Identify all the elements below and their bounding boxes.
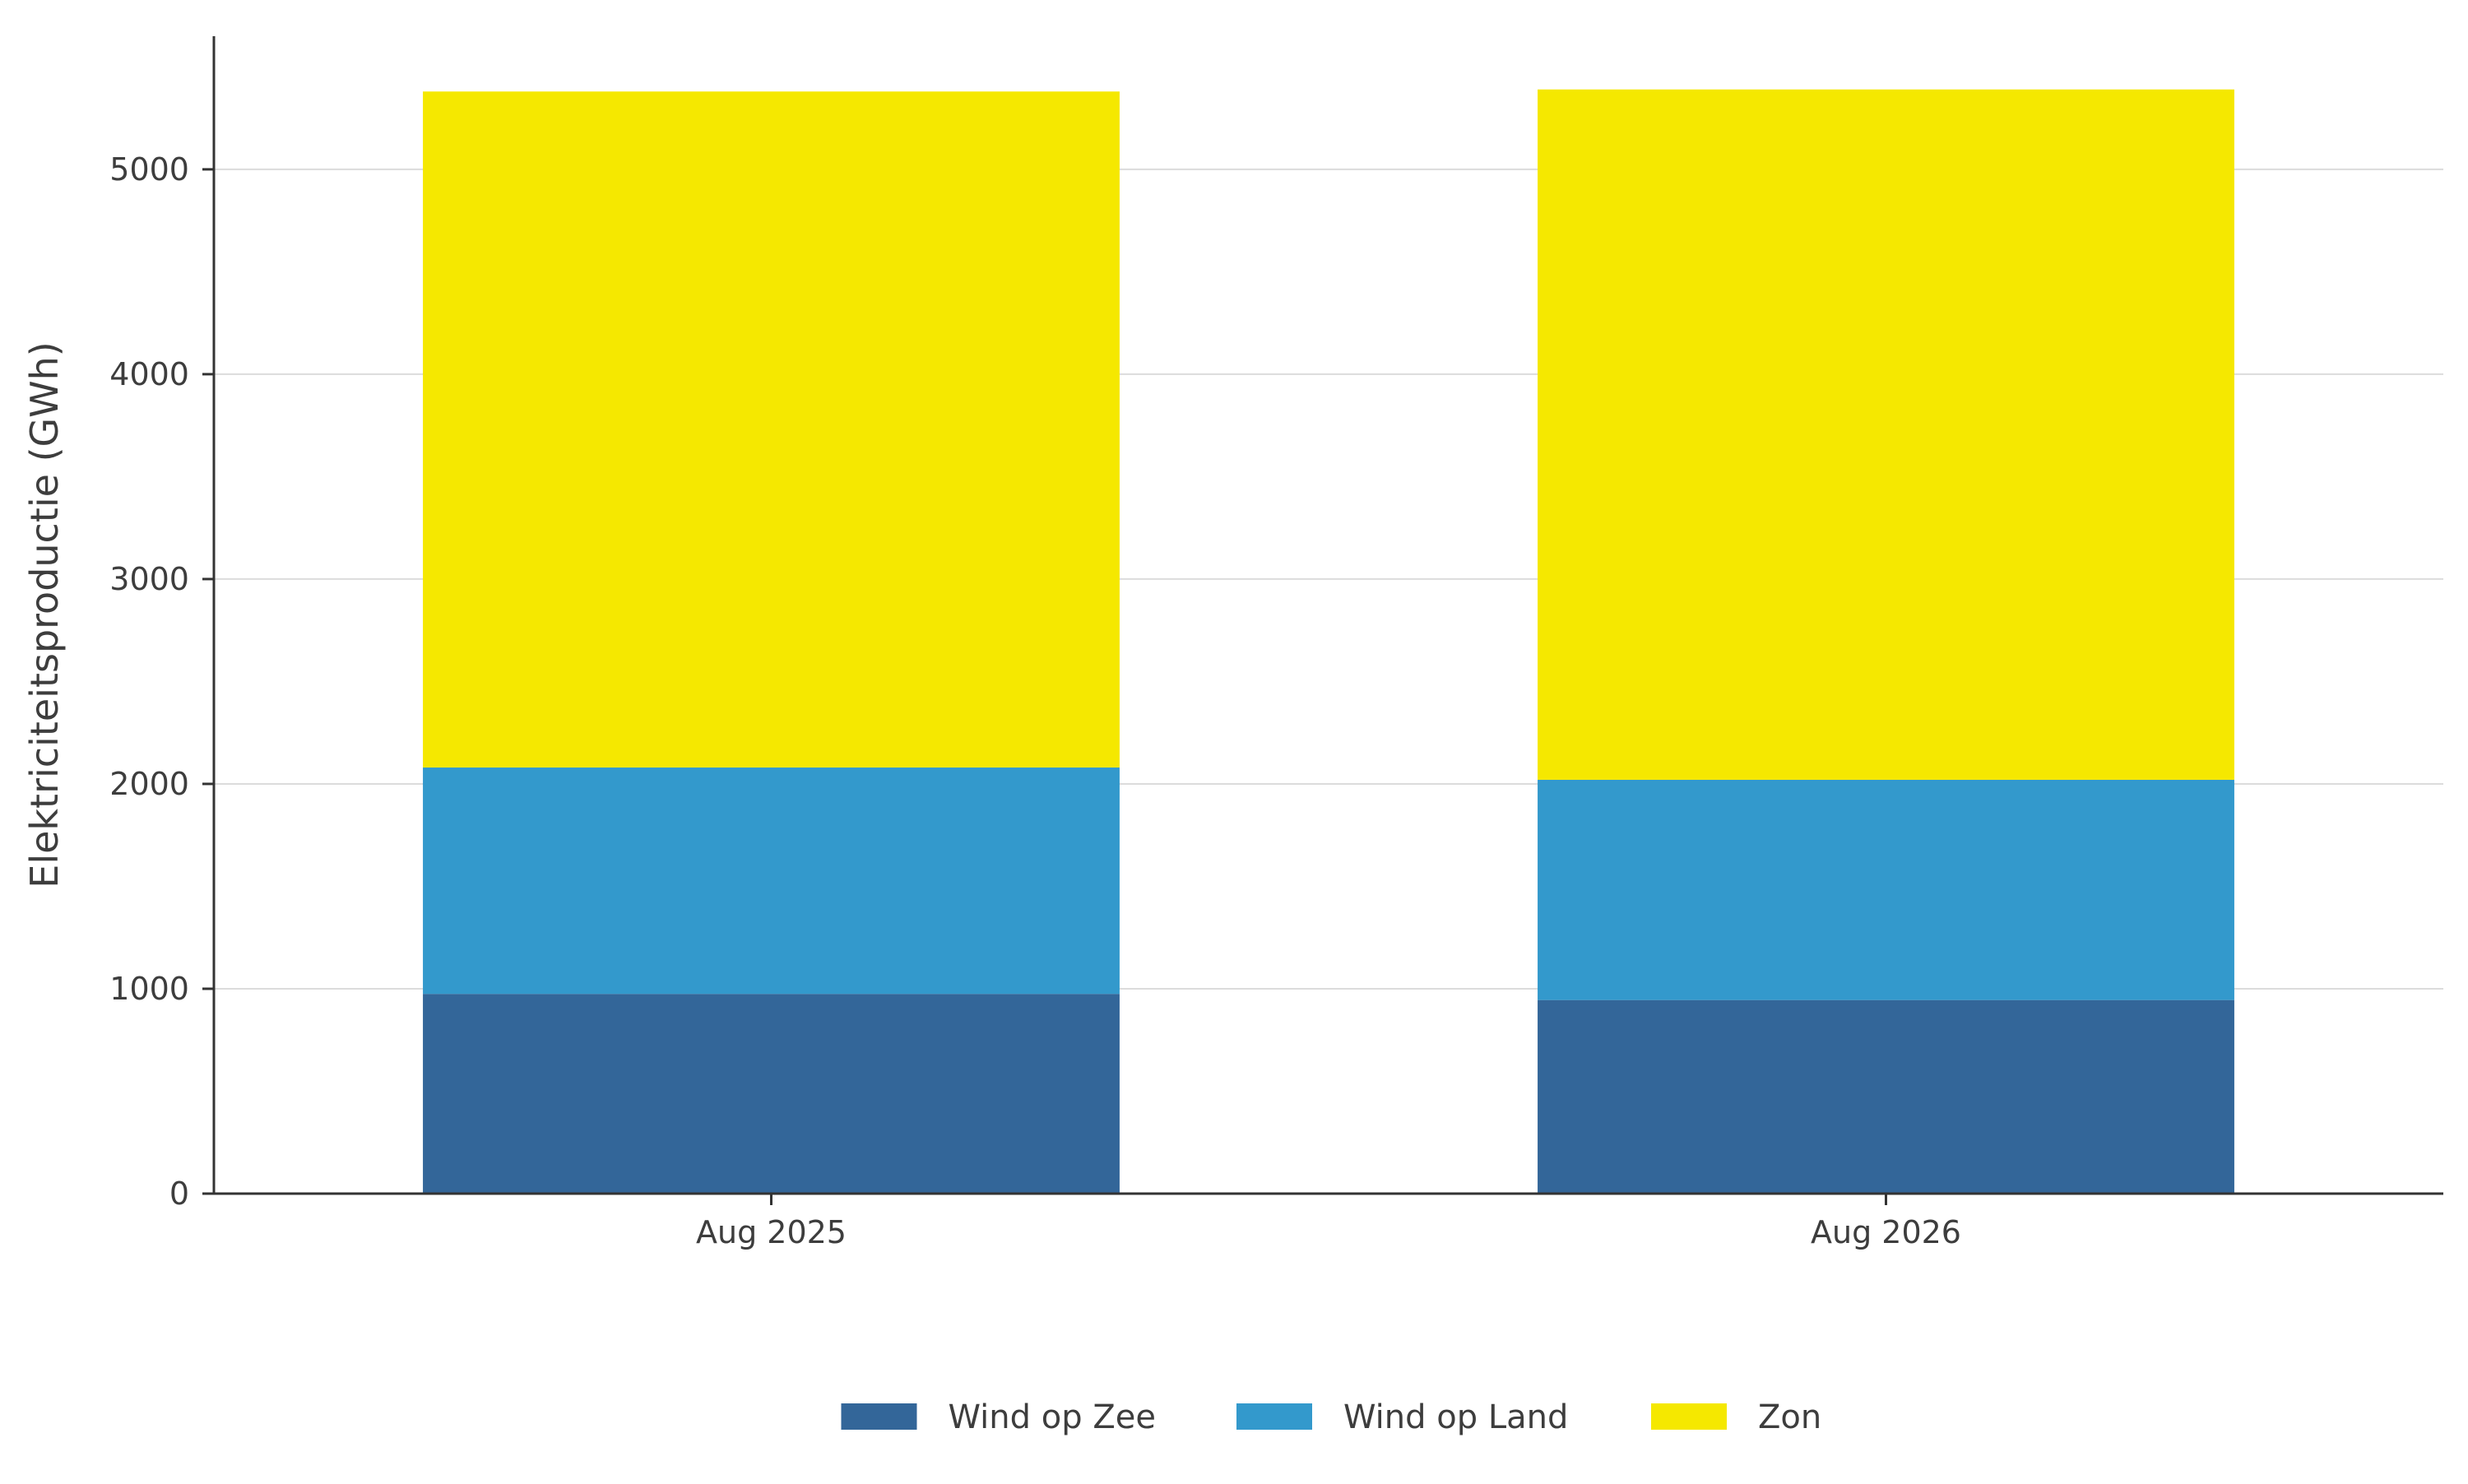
bar-zon-1 [1538, 89, 2234, 780]
axes [212, 36, 2443, 1195]
y-tick-label: 3000 [109, 561, 189, 597]
legend-item-zon: Zon [1651, 1398, 1821, 1436]
legend-swatch [841, 1403, 917, 1430]
legend-item-wind-op-land: Wind op Land [1236, 1398, 1568, 1436]
bars [423, 89, 2234, 1194]
y-tick-label: 2000 [109, 766, 189, 802]
x-tick-label: Aug 2025 [696, 1214, 847, 1250]
bar-wind-op-zee-0 [423, 994, 1120, 1194]
x-tick-label: Aug 2026 [1811, 1214, 1961, 1250]
y-tick-labels: 0 1000 2000 3000 4000 5000 [109, 151, 214, 1212]
legend-label: Wind op Zee [949, 1398, 1156, 1436]
bar-wind-op-land-0 [423, 768, 1120, 995]
x-tick-labels: Aug 2025 Aug 2026 [696, 1194, 1961, 1250]
y-axis-title: Elektriciteitsproductie (GWh) [22, 341, 67, 888]
bar-wind-op-zee-1 [1538, 999, 2234, 1194]
legend-swatch [1651, 1403, 1727, 1430]
legend-item-wind-op-zee: Wind op Zee [841, 1398, 1156, 1436]
y-tick-label: 1000 [109, 971, 189, 1007]
legend-label: Wind op Land [1343, 1398, 1568, 1436]
legend-swatch [1236, 1403, 1312, 1430]
legend: Wind op Zee Wind op Land Zon [841, 1398, 1821, 1436]
bar-wind-op-land-1 [1538, 779, 2234, 1000]
bar-zon-0 [423, 91, 1120, 768]
legend-label: Zon [1758, 1398, 1821, 1436]
y-tick-label: 5000 [109, 151, 189, 188]
y-tick-label: 4000 [109, 356, 189, 392]
y-tick-label: 0 [169, 1176, 189, 1212]
